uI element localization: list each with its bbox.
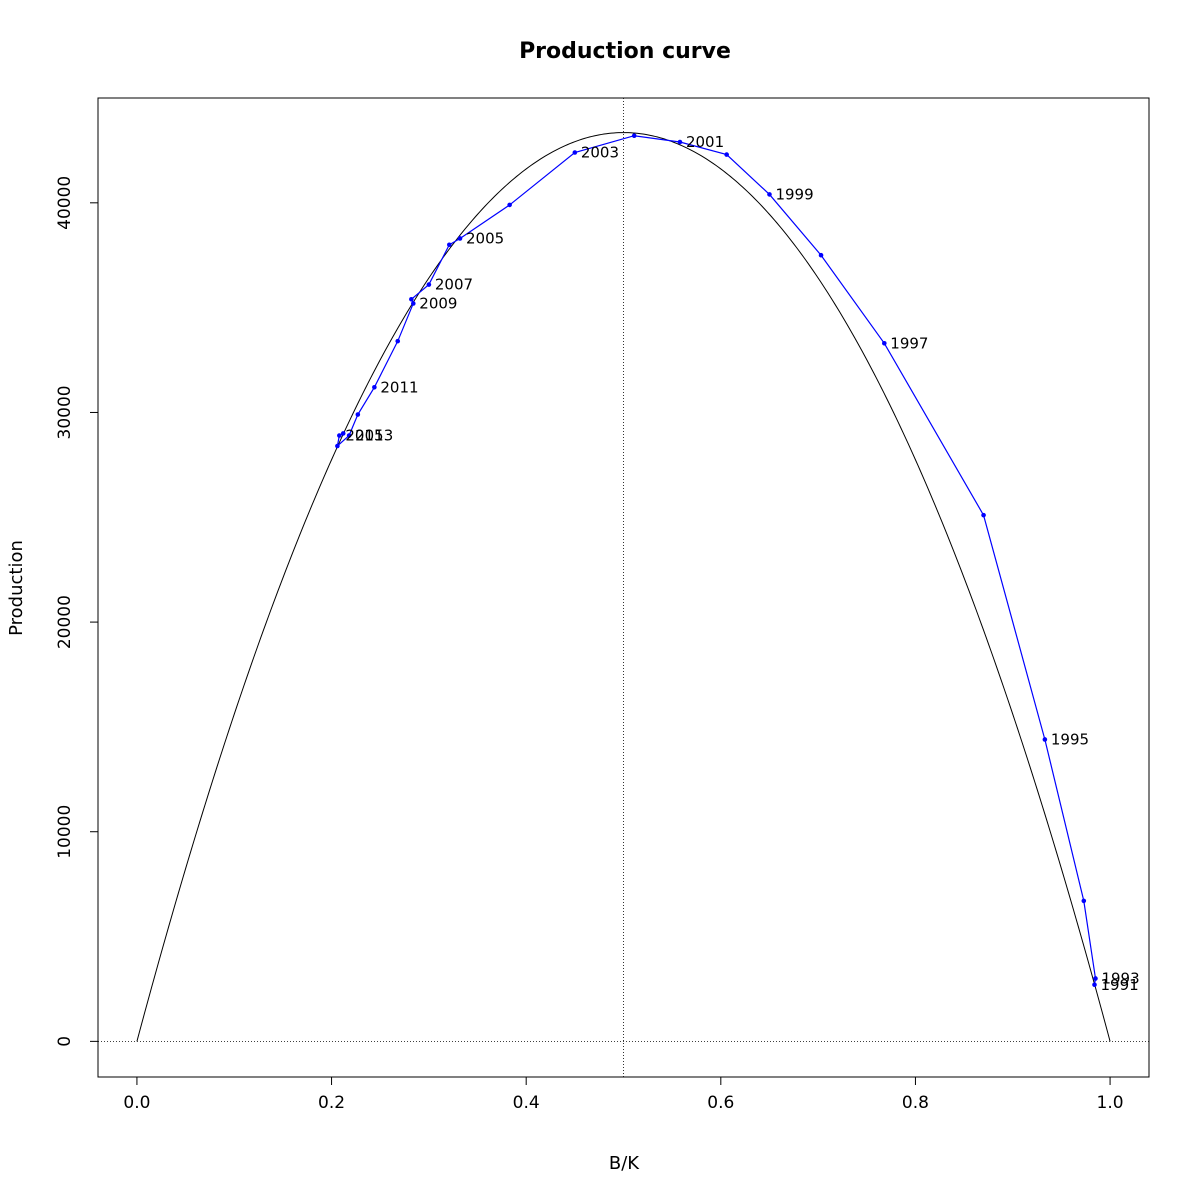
series-point [677, 139, 683, 145]
series-point [457, 236, 463, 241]
series-point [447, 242, 452, 248]
point-label: 1997 [890, 334, 928, 352]
x-tick-label: 0.0 [123, 1093, 150, 1113]
y-tick-label: 20000 [55, 595, 75, 649]
point-label: 2001 [686, 133, 724, 151]
y-tick-label: 0 [55, 1036, 75, 1047]
series-point [346, 433, 352, 438]
x-tick-label: 0.4 [513, 1093, 540, 1113]
x-axis-label: B/K [609, 1153, 640, 1174]
y-tick-label: 40000 [55, 176, 75, 230]
point-label: 1991 [1101, 976, 1139, 994]
x-tick-label: 0.2 [318, 1093, 345, 1113]
series-point [981, 512, 986, 518]
series-point [724, 152, 729, 157]
series-point [631, 133, 637, 139]
series-point [767, 192, 772, 197]
series-point [411, 301, 416, 306]
x-tick-label: 0.6 [707, 1093, 734, 1113]
point-label: 2013 [355, 427, 393, 445]
x-axis: 0.0 0.2 0.4 0.6 0.8 1.0 [123, 1077, 1124, 1113]
series-point [409, 296, 414, 302]
point-label: 2005 [466, 229, 504, 247]
series-point [335, 443, 340, 449]
series-point [1081, 898, 1087, 904]
y-axis-label: Production [6, 540, 27, 636]
series-point [395, 338, 401, 344]
model-curve-layer [136, 132, 1111, 1042]
series-point [572, 150, 578, 155]
point-label: 1993 [1101, 969, 1139, 987]
series-point [337, 433, 342, 438]
x-tick-label: 0.8 [902, 1093, 929, 1113]
series-point [507, 202, 512, 208]
y-axis: 0 10000 20000 30000 40000 [55, 176, 98, 1047]
series-point [1093, 976, 1098, 981]
point-label: 2009 [419, 294, 457, 312]
point-label: 1999 [775, 185, 813, 203]
series-point [372, 384, 377, 390]
series-point [1042, 737, 1048, 742]
x-tick-label: 1.0 [1097, 1093, 1124, 1113]
series-point [818, 252, 824, 258]
point-label: 2015 [345, 427, 383, 445]
series-point [340, 431, 346, 436]
series-layer [335, 133, 1098, 988]
point-label: 2003 [581, 144, 619, 162]
series-point [1092, 982, 1097, 988]
point-label: 2007 [435, 276, 473, 294]
model-production-curve [136, 132, 1111, 1042]
chart-title: Production curve [519, 39, 731, 64]
y-tick-label: 30000 [55, 385, 75, 439]
y-tick-label: 10000 [55, 805, 75, 859]
series-point [355, 412, 361, 417]
point-label: 1995 [1051, 730, 1089, 748]
point-label: 2011 [380, 378, 418, 396]
series-point [882, 340, 887, 346]
series-point [426, 282, 432, 287]
reference-lines [98, 98, 1149, 1077]
